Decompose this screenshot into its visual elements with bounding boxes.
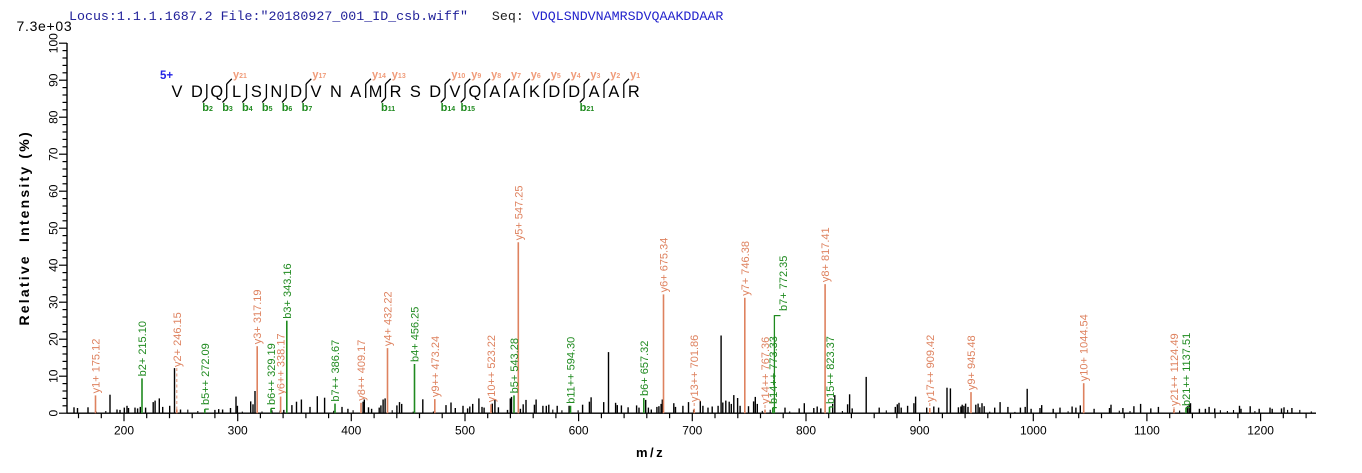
svg-text:5+: 5+	[160, 70, 173, 82]
svg-text:y13++ 701.86: y13++ 701.86	[689, 335, 701, 402]
svg-text:b4+ 456.25: b4+ 456.25	[410, 307, 422, 362]
svg-text:b7++ 386.67: b7++ 386.67	[330, 340, 342, 402]
svg-text:y9: y9	[471, 69, 481, 81]
svg-text:b3: b3	[222, 102, 233, 114]
svg-text:N: N	[330, 83, 342, 101]
svg-text:y10+ 1044.54: y10+ 1044.54	[1079, 314, 1091, 381]
svg-text:A: A	[489, 83, 500, 101]
svg-text:b21++ 1137.51: b21++ 1137.51	[1181, 333, 1193, 406]
svg-text:R: R	[390, 83, 402, 101]
svg-text:800: 800	[796, 424, 816, 438]
svg-text:b5++ 272.09: b5++ 272.09	[200, 343, 212, 405]
svg-text:b2+ 215.10: b2+ 215.10	[137, 321, 149, 376]
svg-text:L: L	[232, 83, 241, 101]
svg-text:y6+ 675.34: y6+ 675.34	[659, 238, 671, 293]
svg-text:y7+ 746.38: y7+ 746.38	[740, 241, 752, 296]
svg-text:y1+ 175.12: y1+ 175.12	[91, 339, 103, 394]
svg-text:y7: y7	[511, 69, 521, 81]
svg-text:y2: y2	[610, 69, 620, 81]
svg-text:1000: 1000	[1020, 424, 1047, 438]
svg-text:y6++ 338.17: y6++ 338.17	[276, 333, 288, 394]
svg-text:K: K	[529, 83, 540, 101]
svg-text:900: 900	[910, 424, 930, 438]
svg-text:y6: y6	[531, 69, 541, 81]
svg-text:D: D	[290, 83, 302, 101]
svg-text:Relative Intensity (%): Relative Intensity (%)	[16, 130, 32, 325]
svg-text:b6++ 329.19: b6++ 329.19	[266, 343, 278, 405]
svg-text:100: 100	[47, 33, 61, 53]
svg-text:7.3e+03: 7.3e+03	[17, 18, 73, 34]
svg-text:D: D	[429, 83, 441, 101]
svg-text:1100: 1100	[1134, 424, 1160, 438]
svg-text:y21++ 1124.49: y21++ 1124.49	[1169, 333, 1181, 406]
svg-text:40: 40	[47, 258, 61, 272]
svg-text:y2+ 246.15: y2+ 246.15	[172, 312, 184, 367]
svg-text:D: D	[191, 83, 203, 101]
svg-text:Locus:1.1.1.1687.2 File:"20180: Locus:1.1.1.1687.2 File:"20180927_001_ID…	[69, 9, 723, 24]
svg-text:y4: y4	[571, 69, 581, 81]
svg-text:y3: y3	[590, 69, 600, 81]
svg-text:S: S	[251, 83, 262, 101]
svg-text:b11++ 594.30: b11++ 594.30	[566, 337, 578, 404]
svg-text:M: M	[369, 83, 383, 101]
svg-text:70: 70	[47, 147, 61, 161]
svg-text:Q: Q	[469, 83, 482, 101]
svg-text:A: A	[509, 83, 520, 101]
svg-text:V: V	[311, 83, 322, 101]
svg-text:20: 20	[47, 332, 61, 346]
svg-text:A: A	[350, 83, 361, 101]
svg-text:A: A	[608, 83, 619, 101]
svg-text:y9++ 473.24: y9++ 473.24	[430, 336, 442, 397]
svg-text:Q: Q	[210, 83, 223, 101]
svg-text:y4+ 432.22: y4+ 432.22	[383, 291, 395, 346]
svg-text:V: V	[172, 83, 183, 101]
svg-text:y5: y5	[551, 69, 561, 81]
svg-text:b7: b7	[302, 102, 313, 114]
svg-text:500: 500	[455, 424, 475, 438]
svg-text:R: R	[628, 83, 640, 101]
svg-text:N: N	[270, 83, 282, 101]
svg-text:b5+ 543.28: b5+ 543.28	[509, 338, 521, 393]
svg-text:80: 80	[47, 110, 61, 124]
svg-text:y14++ 767.36: y14++ 767.36	[760, 337, 772, 404]
svg-text:10: 10	[47, 369, 61, 383]
svg-text:b5: b5	[262, 102, 273, 114]
svg-text:y1: y1	[630, 69, 640, 81]
svg-text:b3+ 343.16: b3+ 343.16	[282, 263, 294, 318]
svg-text:600: 600	[569, 424, 589, 438]
svg-text:m/z: m/z	[636, 445, 665, 460]
svg-text:b4: b4	[242, 102, 253, 114]
svg-text:1200: 1200	[1247, 424, 1274, 438]
svg-text:S: S	[410, 83, 421, 101]
svg-text:y10++ 523.22: y10++ 523.22	[486, 335, 498, 402]
svg-text:y9+ 945.48: y9+ 945.48	[966, 335, 978, 390]
svg-text:90: 90	[47, 73, 61, 87]
svg-text:b15++ 823.37: b15++ 823.37	[825, 336, 837, 404]
svg-text:700: 700	[682, 424, 702, 438]
svg-text:y8+ 817.41: y8+ 817.41	[820, 227, 832, 282]
svg-text:V: V	[450, 83, 461, 101]
svg-text:A: A	[589, 83, 600, 101]
svg-text:y3+ 317.19: y3+ 317.19	[252, 289, 264, 344]
svg-text:b2: b2	[202, 102, 213, 114]
svg-text:30: 30	[47, 295, 61, 309]
svg-text:b6: b6	[282, 102, 293, 114]
svg-text:200: 200	[114, 424, 134, 438]
svg-text:D: D	[568, 83, 580, 101]
svg-text:D: D	[548, 83, 560, 101]
svg-text:b7+ 772.35: b7+ 772.35	[778, 256, 790, 311]
svg-text:y17++ 909.42: y17++ 909.42	[925, 335, 937, 402]
svg-text:y8: y8	[491, 69, 501, 81]
svg-text:400: 400	[341, 424, 361, 438]
svg-text:y5+ 547.25: y5+ 547.25	[513, 186, 525, 241]
svg-text:60: 60	[47, 184, 61, 198]
svg-text:y8++ 409.17: y8++ 409.17	[356, 340, 368, 401]
svg-text:b6+ 657.32: b6+ 657.32	[639, 341, 651, 396]
svg-text:0: 0	[47, 410, 61, 417]
svg-text:50: 50	[47, 221, 61, 235]
svg-text:300: 300	[228, 424, 248, 438]
